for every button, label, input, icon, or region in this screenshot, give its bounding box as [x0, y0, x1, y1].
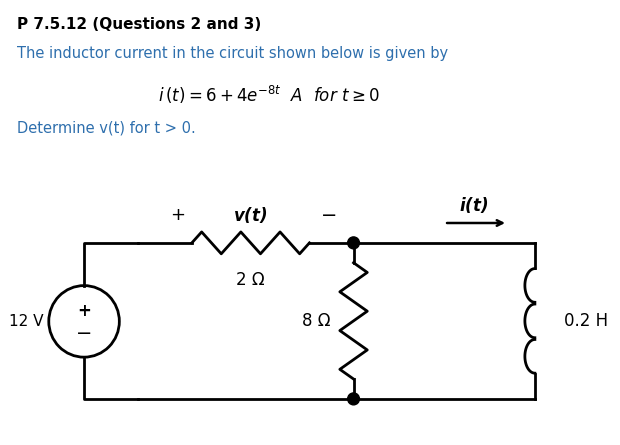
- Text: 0.2 H: 0.2 H: [564, 312, 608, 330]
- Text: The inductor current in the circuit shown below is given by: The inductor current in the circuit show…: [17, 46, 448, 61]
- Text: 8 Ω: 8 Ω: [302, 312, 330, 330]
- Text: P 7.5.12 (Questions 2 and 3): P 7.5.12 (Questions 2 and 3): [17, 17, 262, 32]
- Text: +: +: [77, 303, 91, 320]
- Text: $i\,(t) = 6 + 4e^{-8t}\ \ A\ \ \mathit{for}\ t \geq 0$: $i\,(t) = 6 + 4e^{-8t}\ \ A\ \ \mathit{f…: [157, 84, 379, 106]
- Circle shape: [348, 393, 360, 405]
- Text: Determine v(t) for t > 0.: Determine v(t) for t > 0.: [17, 121, 196, 136]
- Text: 12 V: 12 V: [9, 314, 44, 329]
- Text: 2 Ω: 2 Ω: [236, 271, 265, 289]
- Text: $\bfit{i(t)}$: $\bfit{i(t)}$: [459, 195, 488, 215]
- Circle shape: [348, 237, 360, 249]
- Text: $\bfit{v(t)}$: $\bfit{v(t)}$: [234, 205, 268, 225]
- Text: −: −: [321, 206, 337, 225]
- Text: +: +: [170, 206, 185, 224]
- Text: −: −: [76, 324, 92, 343]
